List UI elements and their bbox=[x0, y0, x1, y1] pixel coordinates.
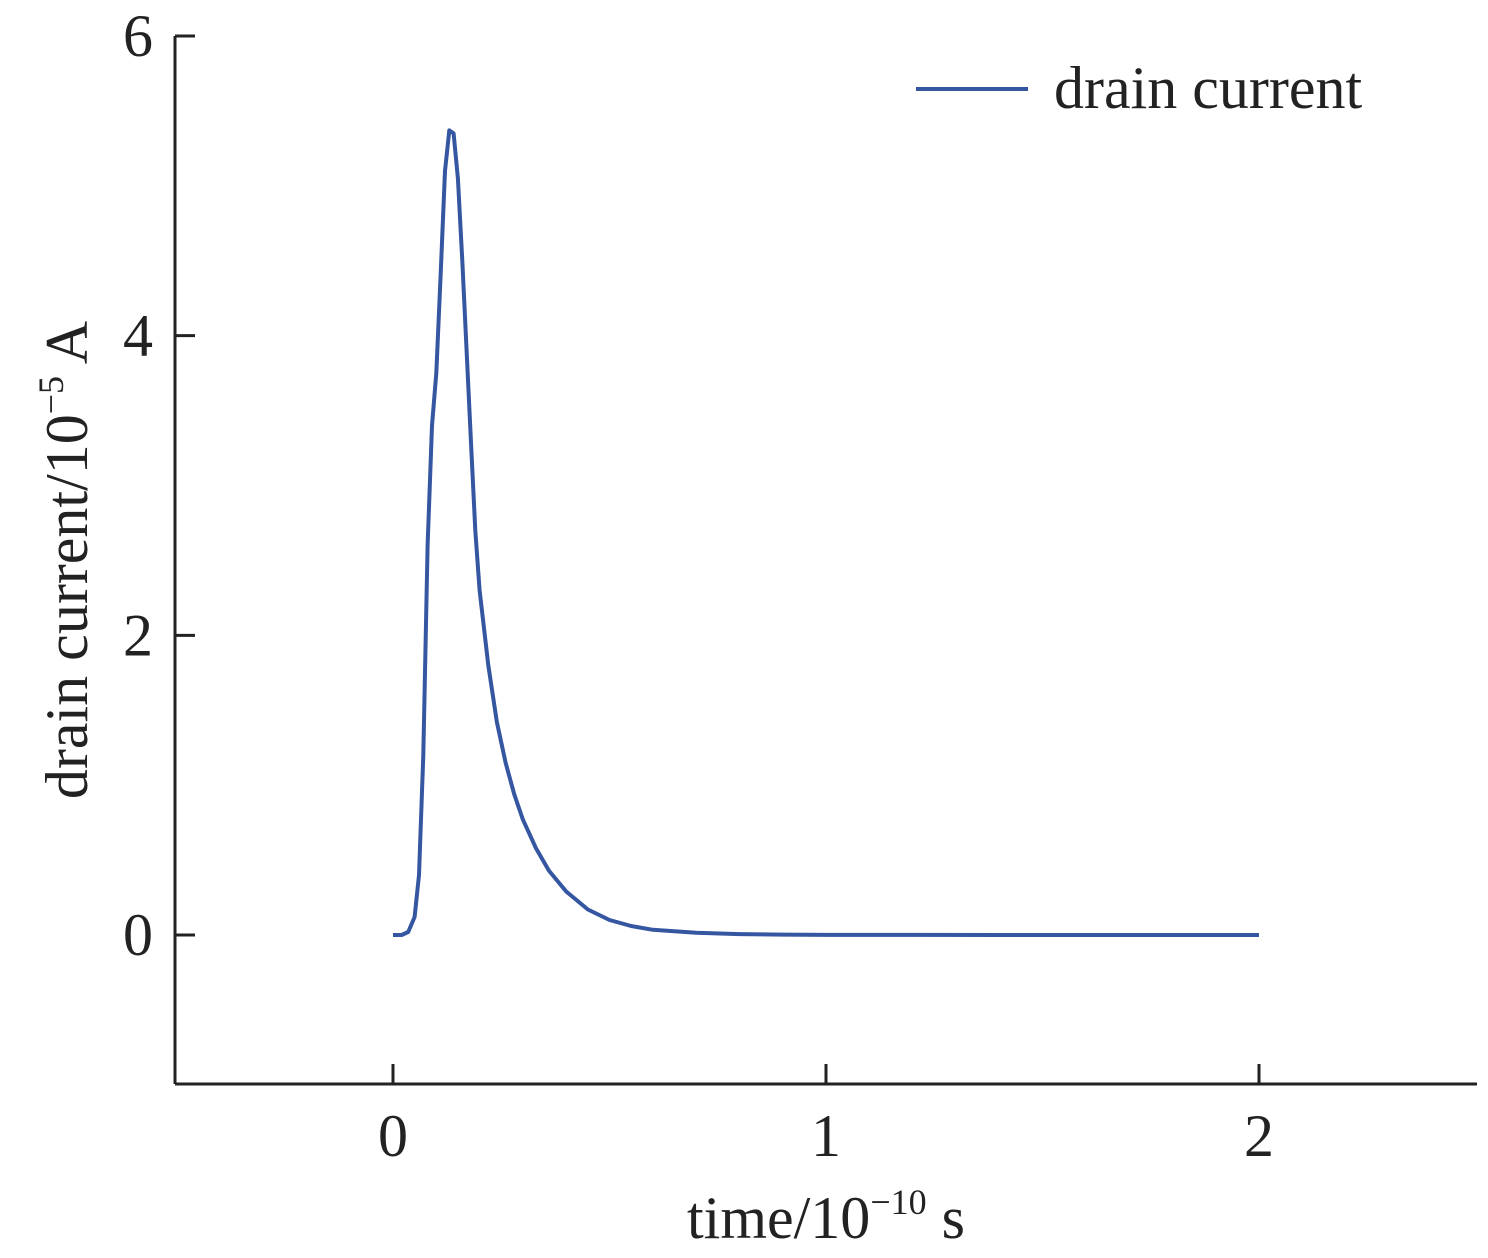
y-axis-label-exponent: −5 bbox=[31, 376, 71, 414]
y-tick-label: 0 bbox=[123, 902, 153, 968]
legend-label: drain current bbox=[1054, 55, 1363, 121]
x-ticks: 0 1 2 bbox=[378, 1064, 1274, 1169]
y-ticks: 0 2 4 6 bbox=[123, 3, 195, 968]
x-axis-label-base: time/10 bbox=[687, 1185, 870, 1251]
x-tick-label: 0 bbox=[378, 1103, 408, 1169]
y-tick-label: 2 bbox=[123, 602, 153, 668]
series-line-drain-current bbox=[393, 128, 1259, 937]
y-tick-label: 4 bbox=[123, 303, 153, 369]
y-axis-label-unit: A bbox=[34, 321, 100, 376]
x-axis: 0 1 2 bbox=[175, 1064, 1477, 1169]
x-tick-label: 2 bbox=[1244, 1103, 1274, 1169]
y-axis: 0 2 4 6 bbox=[123, 3, 195, 1084]
x-axis-label-unit: s bbox=[927, 1185, 965, 1251]
y-axis-label: drain current/10−5 A bbox=[31, 321, 100, 799]
y-axis-label-base: drain current/10 bbox=[34, 414, 100, 799]
x-tick-label: 1 bbox=[811, 1103, 841, 1169]
series-layer bbox=[393, 128, 1259, 937]
legend: drain current bbox=[916, 55, 1363, 121]
x-axis-label: time/10−10 s bbox=[687, 1182, 965, 1251]
y-tick-label: 6 bbox=[123, 3, 153, 69]
x-axis-label-exponent: −10 bbox=[870, 1182, 926, 1222]
